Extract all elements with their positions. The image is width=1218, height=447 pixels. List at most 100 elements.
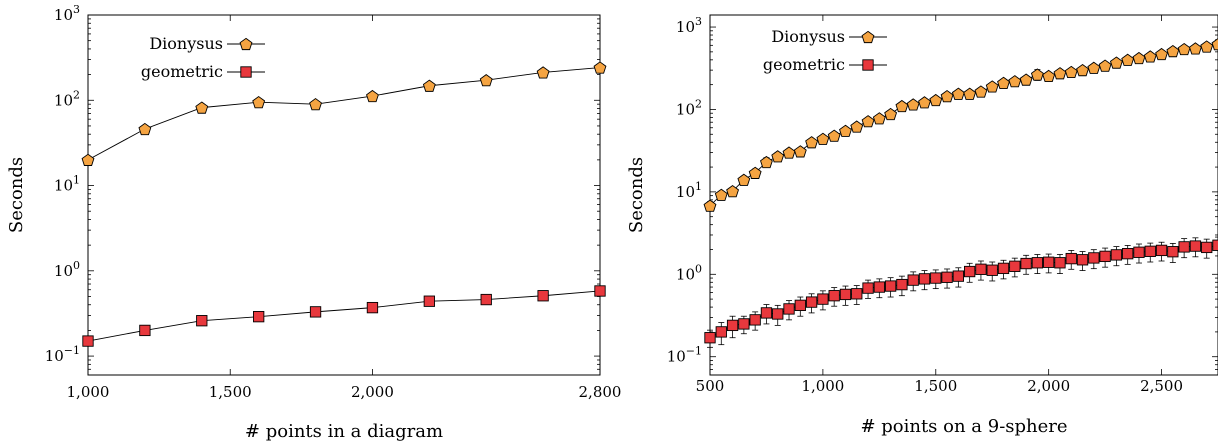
data-point [423,295,435,307]
data-point [805,136,819,149]
data-point [951,87,965,100]
x-tick-label: 1,000 [67,383,110,401]
data-point [760,155,773,169]
legend-marker [861,30,875,44]
x-tick-label: 1,500 [209,383,252,401]
data-point [1177,42,1191,56]
data-point [139,324,151,337]
y-tick-label: 101 [676,180,702,201]
data-point [1121,53,1135,66]
data-point [81,153,95,166]
data-point [896,278,908,291]
y-tick-label: 100 [676,262,702,283]
y-tick-label: 101 [54,174,80,195]
data-point [1178,241,1190,253]
data-point [1042,69,1056,83]
data-point [873,281,885,293]
data-point [963,87,977,100]
data-point [793,145,807,158]
y-tick-label: 10−1 [667,345,702,366]
data-point [1076,63,1089,77]
data-point [872,112,886,125]
data-point [986,264,998,276]
y-tick-label: 102 [54,88,80,109]
data-point [827,129,841,142]
legend-label: Dionysus [149,34,223,53]
data-point [1009,260,1021,272]
data-point [1020,257,1032,270]
data-point [704,332,716,344]
y-tick-label: 100 [54,259,80,280]
data-point [726,319,739,332]
y-tick-label: 10−1 [45,344,80,365]
x-tick-label: 1,500 [914,377,957,395]
data-point [783,303,795,315]
data-point [1200,40,1214,53]
data-point [1189,240,1202,252]
data-point [196,315,208,327]
data-point [252,96,266,109]
data-point [1030,68,1044,81]
data-point [195,101,209,114]
data-point [536,66,550,79]
data-point [714,188,728,201]
chart-left: 10−1 100 101 102 103 1,000 1,500 2,000 2,800 # po… [6,3,621,442]
y-axis-label: Seconds [6,157,27,233]
data-point [1122,248,1134,260]
data-point [1166,44,1180,58]
data-point [138,122,152,136]
data-point [737,173,751,186]
x-tick-label: 2,800 [579,383,622,401]
data-point [839,288,852,301]
legend: Dionysus geometric [141,34,265,81]
plot-frame [709,14,1218,376]
data-point [907,274,919,286]
data-point [309,306,322,318]
data-point [794,299,806,311]
data-point [1211,37,1218,51]
data-point [997,76,1010,89]
data-point [1076,254,1089,266]
data-point [850,120,864,133]
series-line [87,67,601,161]
data-point [1143,50,1157,63]
data-point [941,271,953,283]
data-point [930,272,942,284]
data-point [997,262,1010,275]
data-point [1054,257,1066,269]
data-point [1019,73,1033,86]
legend-label: geometric [141,62,223,81]
data-point [1065,252,1077,265]
data-point [952,270,965,282]
x-tick-label: 2,000 [351,383,394,401]
legend-marker [239,37,253,51]
data-point [1087,61,1101,74]
data-point [805,296,818,308]
data-point [851,288,863,300]
data-point [1008,75,1022,88]
data-point [771,150,785,163]
data-point [1031,257,1044,269]
data-point [748,166,762,179]
data-point [703,199,717,212]
data-point [1109,56,1123,69]
data-point [760,307,773,319]
data-point [906,98,920,111]
data-point [929,93,943,107]
data-point [782,146,796,159]
data-point [1155,244,1168,257]
chart-right: 10−1 100 101 102 103 500 1,000 1,500 2,000 2,500 #… [626,14,1218,437]
data-point [366,301,379,314]
data-point [738,318,750,330]
y-tick-label: 103 [54,3,80,24]
x-tick-label: 1,000 [801,377,844,395]
data-point [537,290,549,302]
y-tick-label: 103 [676,15,702,36]
data-point [884,107,898,121]
y-axis-label: Seconds [626,157,647,233]
legend-marker [240,66,252,78]
data-point [862,282,874,294]
series-dionysus [703,37,1218,212]
data-point [974,85,988,98]
data-point [839,124,852,137]
